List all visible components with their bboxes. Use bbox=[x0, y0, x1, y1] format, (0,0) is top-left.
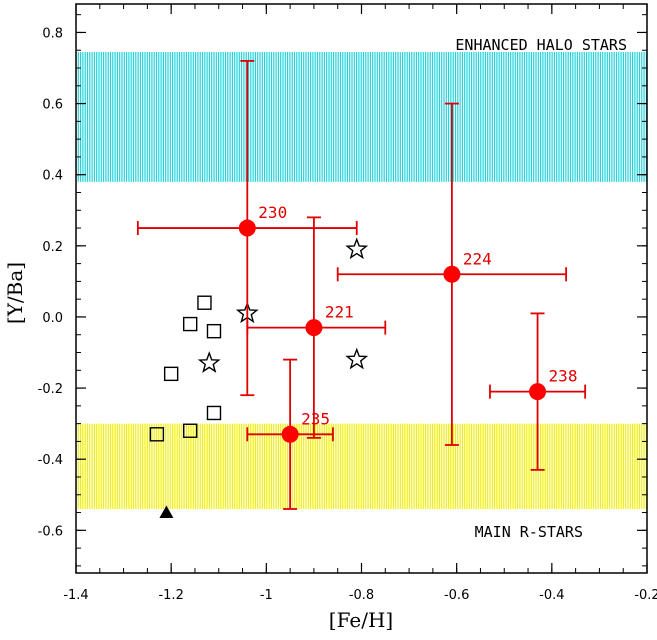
open-square-point bbox=[149, 427, 165, 442]
star-221-error-bars bbox=[246, 216, 387, 439]
y-tick-label: -0.2 bbox=[38, 382, 63, 397]
x-tick-label: -0.6 bbox=[444, 588, 469, 603]
y-tick-label: 0.2 bbox=[42, 240, 63, 255]
star-224-error-bars bbox=[336, 102, 568, 446]
y-axis-title: [Y/Ba] bbox=[3, 262, 27, 324]
band-main-r-stars bbox=[76, 423, 647, 509]
point-label-224: 224 bbox=[463, 249, 492, 268]
y-tick-label: 0.6 bbox=[42, 98, 63, 113]
markers-layer bbox=[149, 237, 369, 519]
band-label-main-r-stars: MAIN R-STARS bbox=[475, 523, 583, 541]
bands-layer bbox=[76, 52, 647, 509]
point-label-221: 221 bbox=[325, 303, 354, 322]
red-point-230 bbox=[238, 219, 256, 237]
red-point-221 bbox=[305, 319, 323, 337]
y-tick-label: -0.6 bbox=[38, 524, 63, 539]
red-point-224 bbox=[443, 265, 461, 283]
star-230-error-bars bbox=[136, 60, 358, 397]
open-star-point bbox=[345, 237, 369, 260]
y-tick-label: 0.0 bbox=[42, 311, 63, 326]
y-tick-label: 0.8 bbox=[42, 26, 63, 41]
red-point-238 bbox=[529, 383, 547, 401]
band-label-enhanced-halo-stars: ENHANCED HALO STARS bbox=[455, 36, 627, 54]
y-tick-label: -0.4 bbox=[38, 453, 63, 468]
star-235-error-bars bbox=[246, 358, 334, 510]
star-238-error-bars bbox=[489, 312, 587, 471]
open-square-point bbox=[182, 316, 198, 332]
band-enhanced-halo-stars bbox=[76, 52, 647, 182]
ticks-layer: -1.4 -1.2 -1 -0.8 -0.6 -0.4 -0.2 0.8 0.6 0.4 0.2 0.… bbox=[38, 4, 657, 603]
open-square-point bbox=[197, 295, 212, 310]
open-star-point bbox=[345, 347, 369, 370]
point-label-235: 235 bbox=[301, 409, 330, 428]
open-square-point bbox=[182, 423, 198, 438]
open-square-point bbox=[206, 405, 222, 421]
x-axis-title: [Fe/H] bbox=[329, 608, 393, 632]
red-point-235 bbox=[281, 425, 299, 443]
x-tick-label: -1 bbox=[260, 588, 273, 603]
open-square-point bbox=[206, 323, 222, 339]
error-bars-layer bbox=[136, 60, 587, 510]
y-tick-label: 0.4 bbox=[42, 169, 63, 184]
x-tick-label: -1.2 bbox=[158, 588, 183, 603]
open-star-point bbox=[197, 351, 221, 373]
open-square-point bbox=[163, 366, 179, 382]
x-tick-label: -1.4 bbox=[63, 588, 88, 603]
labels-layer: 230 221 224 238 235 ENHANCED HALO STARS MAIN R… bbox=[258, 36, 627, 541]
x-tick-label: -0.2 bbox=[634, 588, 657, 603]
point-label-230: 230 bbox=[258, 203, 287, 222]
point-label-238: 238 bbox=[549, 367, 578, 386]
filled-triangle-point bbox=[159, 505, 174, 519]
x-tick-label: -0.4 bbox=[539, 588, 564, 603]
x-tick-label: -0.8 bbox=[349, 588, 374, 603]
